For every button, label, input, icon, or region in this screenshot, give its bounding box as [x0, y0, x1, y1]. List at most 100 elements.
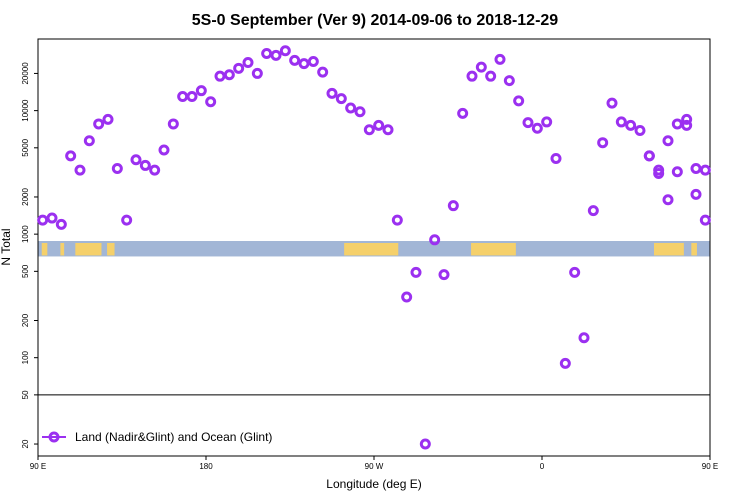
- data-point: [447, 200, 459, 212]
- data-point: [195, 85, 207, 97]
- data-point: [653, 164, 665, 176]
- land-region: [107, 243, 115, 256]
- x-axis-label: Longitude (deg E): [326, 477, 421, 491]
- y-axis-label: N Total: [0, 228, 13, 265]
- x-axis: 90 E 180 90 W 0 90 E: [30, 456, 718, 471]
- x-tick-label: 90 E: [702, 462, 718, 471]
- data-point: [382, 124, 394, 136]
- data-point: [391, 214, 403, 226]
- data-point: [242, 57, 254, 69]
- data-point: [531, 122, 543, 134]
- legend: Land (Nadir&Glint) and Ocean (Glint): [42, 430, 272, 444]
- data-point: [494, 53, 506, 65]
- land-ocean-band: [38, 241, 710, 257]
- data-point: [550, 152, 562, 164]
- data-point: [130, 154, 142, 166]
- data-point: [634, 125, 646, 137]
- x-tick-label: 180: [199, 462, 213, 471]
- land-region: [60, 243, 65, 256]
- data-point: [541, 116, 553, 128]
- y-tick-label: 1000: [21, 225, 30, 243]
- legend-swatch-marker: [48, 431, 60, 443]
- data-point: [214, 70, 226, 82]
- data-point: [317, 66, 329, 78]
- data-point: [205, 96, 217, 108]
- data-point: [643, 150, 655, 162]
- y-tick-label: 100: [21, 350, 30, 364]
- land-region: [471, 243, 516, 256]
- y-tick-label: 20: [21, 439, 30, 448]
- y-tick-label: 500: [21, 264, 30, 278]
- data-point: [522, 117, 534, 129]
- y-tick-label: 20000: [21, 62, 30, 85]
- data-point: [419, 438, 431, 450]
- data-point: [699, 164, 711, 176]
- data-point: [298, 58, 310, 70]
- data-point: [662, 135, 674, 147]
- data-point: [93, 118, 105, 130]
- y-tick-label: 2000: [21, 188, 30, 206]
- data-point: [139, 159, 151, 171]
- data-point: [233, 62, 245, 74]
- data-point: [615, 116, 627, 128]
- data-point: [681, 119, 693, 131]
- data-point: [354, 106, 366, 118]
- data-point: [37, 214, 49, 226]
- data-point: [65, 150, 77, 162]
- land-region: [41, 243, 48, 256]
- legend-label: Land (Nadir&Glint) and Ocean (Glint): [75, 430, 272, 444]
- data-point: [438, 269, 450, 281]
- data-point: [410, 266, 422, 278]
- data-point: [149, 164, 161, 176]
- data-point: [55, 218, 67, 230]
- data-point: [74, 164, 86, 176]
- data-point: [307, 55, 319, 67]
- y-tick-label: 50: [21, 390, 30, 399]
- data-point: [485, 70, 497, 82]
- data-point: [559, 357, 571, 369]
- data-point: [121, 214, 133, 226]
- data-point: [345, 102, 357, 114]
- y-tick-label: 5000: [21, 138, 30, 156]
- data-point: [429, 234, 441, 246]
- x-tick-label: 90 E: [30, 462, 46, 471]
- data-point: [279, 45, 291, 57]
- data-point: [681, 113, 693, 125]
- data-point: [587, 205, 599, 217]
- data-point: [289, 54, 301, 66]
- data-point: [503, 75, 515, 87]
- data-point: [167, 118, 179, 130]
- data-point: [46, 212, 58, 224]
- data-point: [690, 188, 702, 200]
- data-point: [606, 97, 618, 109]
- data-point: [475, 61, 487, 73]
- data-point: [699, 214, 711, 226]
- y-tick-label: 10000: [21, 99, 30, 122]
- data-point: [625, 119, 637, 131]
- data-point: [223, 69, 235, 81]
- data-point: [261, 48, 273, 60]
- land-region: [75, 243, 102, 256]
- data-point: [513, 95, 525, 107]
- data-points: [37, 45, 711, 450]
- chart-title: 5S-0 September (Ver 9) 2014-09-06 to 201…: [192, 12, 559, 29]
- data-point: [373, 119, 385, 131]
- data-point: [401, 291, 413, 303]
- land-region: [344, 243, 399, 256]
- data-point: [83, 135, 95, 147]
- land-region: [654, 243, 684, 256]
- data-point: [662, 194, 674, 206]
- data-point: [569, 266, 581, 278]
- data-point: [270, 49, 282, 61]
- data-point: [578, 332, 590, 344]
- data-point: [363, 124, 375, 136]
- data-point: [111, 162, 123, 174]
- data-point: [671, 166, 683, 178]
- data-point: [335, 93, 347, 105]
- data-point: [326, 87, 338, 99]
- data-point: [177, 91, 189, 103]
- data-point: [158, 144, 170, 156]
- x-tick-label: 0: [540, 462, 545, 471]
- data-point: [457, 107, 469, 119]
